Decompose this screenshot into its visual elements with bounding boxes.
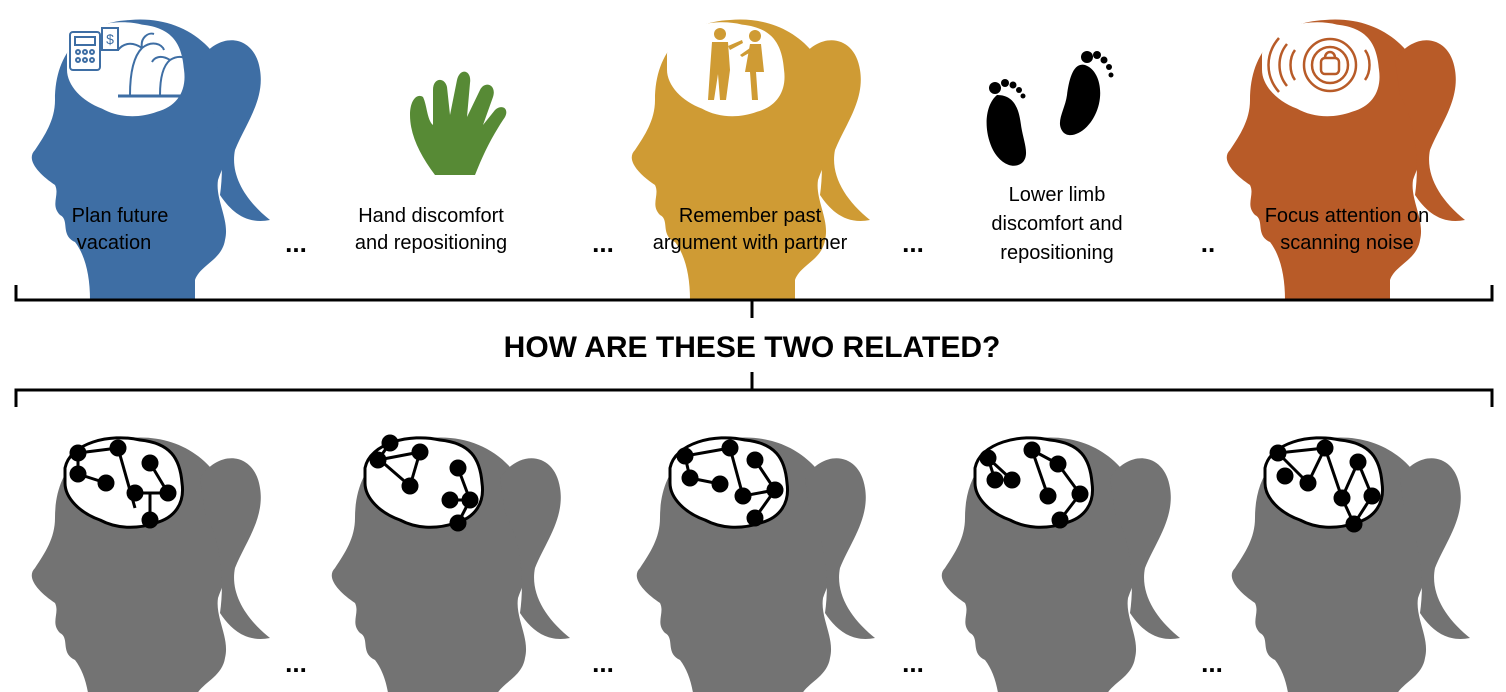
state-caption-1: Plan future vacation [72,205,169,254]
top-bracket [14,285,1494,318]
brain-network-4 [941,436,1180,692]
ellipsis: .. [1201,228,1215,258]
svg-text:$: $ [106,31,114,47]
question-title: HOW ARE THESE TWO RELATED? [504,331,1001,364]
brain-network-5 [1231,436,1470,692]
state-caption-4: Lower limb discomfort and repositioning [991,184,1122,264]
brain-network-2 [331,434,570,692]
network-graph-icon [979,441,1089,529]
caption-line: scanning noise [1280,232,1413,254]
network-graph-icon [676,439,784,527]
caption-line: Remember past [679,205,822,227]
state-caption-3: Remember past argument with partner [653,205,848,254]
caption-line: Hand discomfort [358,205,504,227]
state-caption-2: Hand discomfort and repositioning [355,205,507,254]
feet-icon [986,51,1114,166]
bottom-bracket [14,372,1494,407]
state-5-orange-head [1226,19,1465,300]
hand-icon [410,71,507,175]
caption-line: Focus attention on [1265,205,1430,227]
caption-line: and repositioning [355,232,507,254]
state-3-gold-head [631,19,870,300]
caption-line: vacation [77,232,152,254]
brain-network-3 [636,436,875,692]
argument-couple-icon [708,28,764,100]
ellipsis: ... [1201,648,1223,678]
vacation-planning-icon: $ [69,27,190,98]
ellipsis: ... [285,648,307,678]
scanner-icon [1267,37,1371,93]
ellipsis: ... [902,648,924,678]
ellipsis: ... [285,228,307,258]
state-1-blue-head: $ [31,19,270,300]
ellipsis: ... [592,228,614,258]
network-graph-icon [69,439,177,529]
brain-network-1 [31,436,270,692]
network-graph-icon [1269,439,1381,533]
ellipsis: ... [592,648,614,678]
network-graph-icon [369,434,479,532]
caption-line: Plan future [72,205,169,227]
caption-line: argument with partner [653,232,848,254]
caption-line: discomfort and [991,213,1122,235]
ellipsis: ... [902,228,924,258]
state-caption-5: Focus attention on scanning noise [1265,205,1430,254]
caption-line: Lower limb [1009,184,1106,206]
caption-line: repositioning [1000,242,1113,264]
